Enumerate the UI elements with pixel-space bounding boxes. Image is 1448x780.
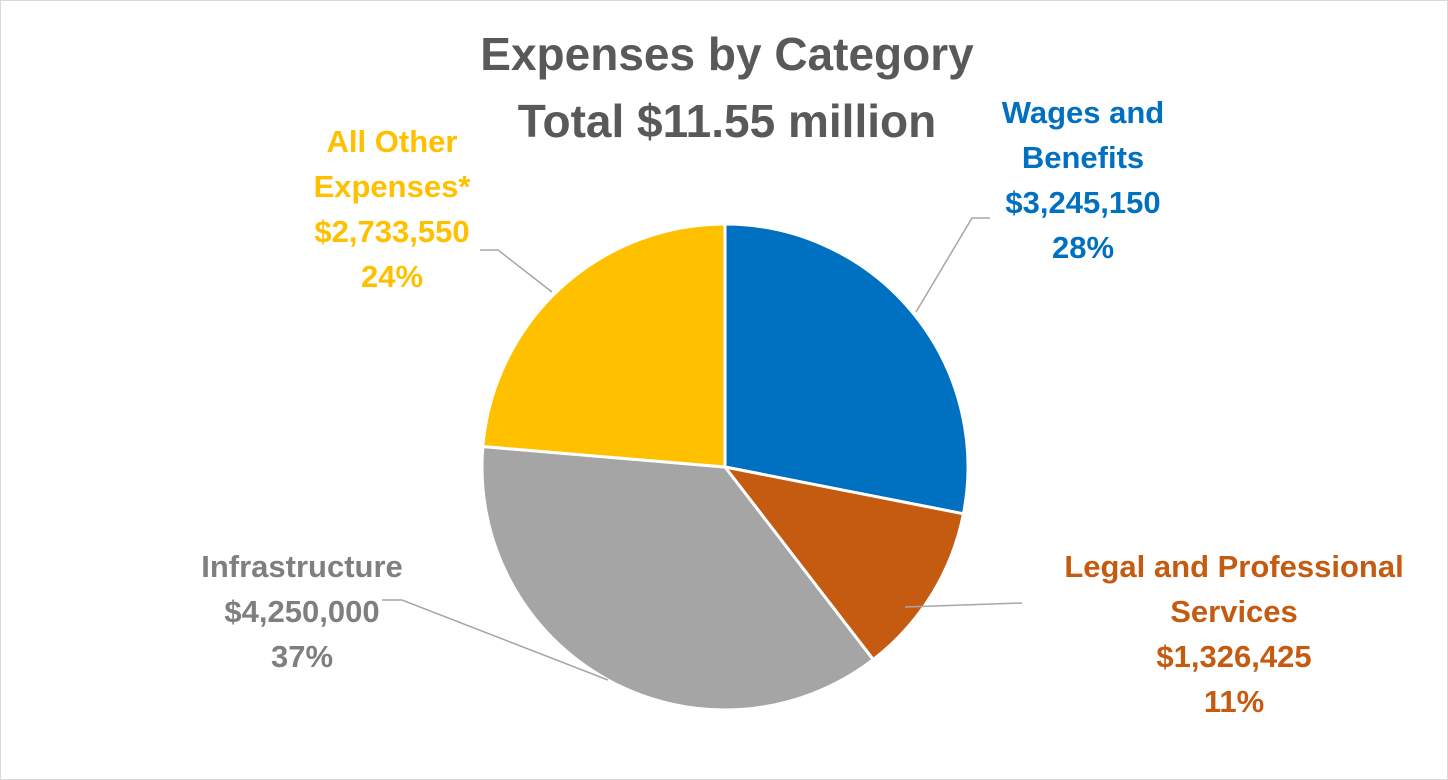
pie-slice-infrastructure <box>480 445 875 712</box>
data-label-all-other-expenses: All Other Expenses* $2,733,550 24% <box>314 124 472 294</box>
data-label-legal-and-professional-services: Legal and Professional Services $1,326,425… <box>1064 549 1403 719</box>
data-label-line: Expenses* <box>314 169 472 204</box>
pie-slices <box>480 222 970 712</box>
leader-line-legal <box>904 602 1023 608</box>
leader-lines <box>382 217 1023 681</box>
data-label-line: Services <box>1170 594 1298 629</box>
data-label-line: Wages and <box>1002 95 1165 130</box>
data-label-line: 24% <box>361 259 423 294</box>
data-label-line: 28% <box>1052 230 1114 265</box>
pie-slice-all-other-expenses <box>481 222 727 469</box>
data-label-line: $4,250,000 <box>224 594 379 629</box>
data-label-line: Infrastructure <box>201 549 403 584</box>
data-label-line: Legal and Professional <box>1064 549 1403 584</box>
leader-line-wages <box>915 217 990 313</box>
leader-line-infrastructure <box>382 599 609 681</box>
data-label-line: Benefits <box>1022 140 1144 175</box>
data-label-line: 11% <box>1204 684 1264 719</box>
pie-slice-legal-and-professional-services <box>723 465 965 662</box>
data-label-line: 37% <box>271 639 333 674</box>
chart-title: Expenses by Category <box>480 28 974 80</box>
data-labels: Wages and Benefits $3,245,150 28% Legal and … <box>201 95 1403 719</box>
data-label-infrastructure: Infrastructure $4,250,000 37% <box>201 549 403 674</box>
data-label-line: $1,326,425 <box>1156 639 1311 674</box>
data-label-line: All Other <box>327 124 458 159</box>
chart-subtitle: Total $11.55 million <box>518 95 936 147</box>
data-label-line: $3,245,150 <box>1005 185 1160 220</box>
data-label-line: $2,733,550 <box>314 214 469 249</box>
pie-slice-wages-and-benefits <box>723 222 970 516</box>
leader-line-other <box>480 249 553 293</box>
data-label-wages-and-benefits: Wages and Benefits $3,245,150 28% <box>1002 95 1165 265</box>
